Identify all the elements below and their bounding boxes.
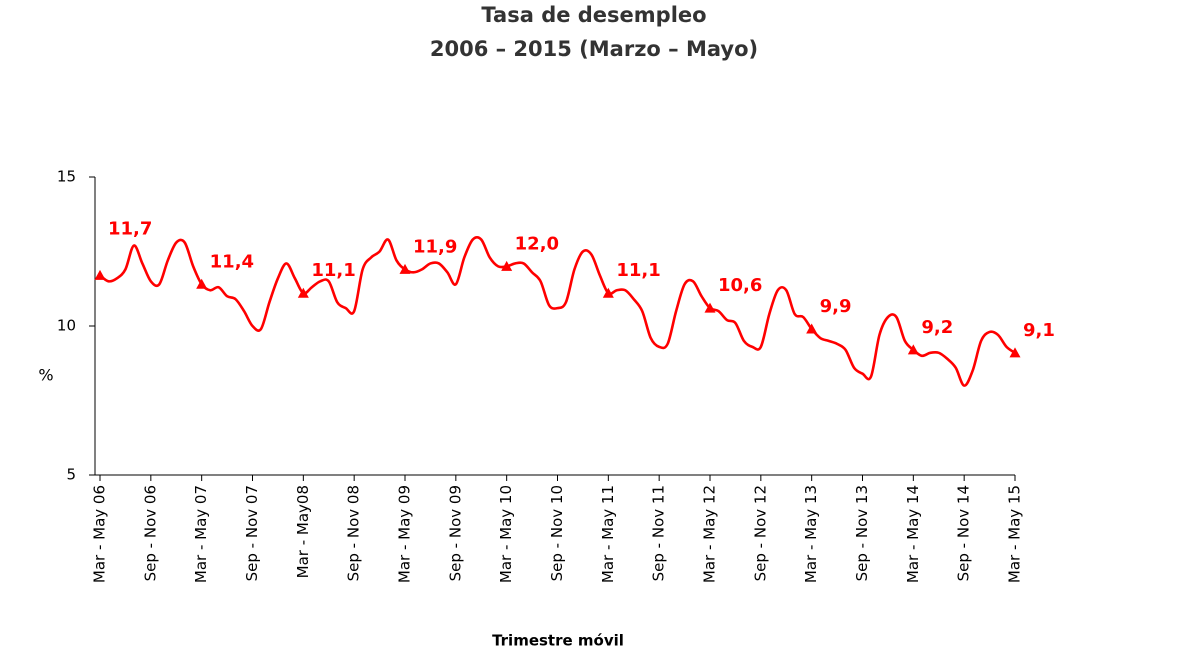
x-tick-label: Sep - Nov 10 — [548, 485, 566, 581]
marker — [196, 278, 208, 289]
marker — [399, 263, 411, 274]
chart-subtitle: 2006 – 2015 (Marzo – Mayo) — [430, 37, 758, 61]
data-label: 9,2 — [921, 317, 953, 338]
x-tick-label: Mar - May 14 — [904, 485, 922, 583]
x-tick-label: Mar - May 09 — [396, 485, 414, 583]
x-tick-label: Sep - Nov 12 — [751, 485, 769, 581]
data-label: 9,9 — [820, 296, 852, 317]
data-label: 11,7 — [108, 218, 152, 239]
marker — [907, 344, 919, 355]
y-axis-label: % — [38, 366, 53, 385]
data-label: 10,6 — [718, 275, 762, 296]
marker — [501, 260, 513, 271]
marker — [297, 287, 309, 298]
data-label: 11,1 — [616, 260, 660, 281]
x-tick-label: Sep - Nov 07 — [243, 485, 261, 581]
x-tick-label: Mar - May 12 — [701, 485, 719, 583]
data-label: 11,1 — [311, 260, 355, 281]
y-tick-label: 5 — [66, 466, 76, 484]
data-label: 9,1 — [1023, 320, 1055, 341]
x-tick-label: Mar - May 06 — [91, 485, 109, 583]
x-tick-label: Sep - Nov 06 — [141, 485, 159, 581]
data-label: 11,4 — [210, 251, 254, 272]
x-tick-label: Mar - May 11 — [599, 485, 617, 583]
x-tick-label: Mar - May 07 — [192, 485, 210, 583]
marker — [94, 269, 106, 280]
series-line — [99, 236, 1016, 387]
x-tick-label: Sep - Nov 08 — [345, 485, 363, 581]
x-tick-label: Sep - Nov 13 — [853, 485, 871, 581]
marker — [602, 287, 614, 298]
x-tick-label: Mar - May 13 — [802, 485, 820, 583]
x-tick-label: Sep - Nov 14 — [955, 485, 973, 581]
x-tick-label: Sep - Nov 09 — [446, 485, 464, 581]
data-label: 11,9 — [413, 236, 457, 257]
x-tick-label: Mar - May 15 — [1006, 485, 1024, 583]
marker — [1009, 347, 1021, 358]
x-axis-label: Trimestre móvil — [492, 632, 624, 650]
x-tick-label: Mar - May 10 — [497, 485, 515, 583]
x-tick-label: Sep - Nov 11 — [650, 485, 668, 581]
marker — [806, 323, 818, 334]
marker — [704, 302, 716, 313]
x-tick-label: Mar - May08 — [294, 485, 312, 578]
chart-title: Tasa de desempleo — [481, 3, 706, 27]
y-tick-label: 10 — [57, 317, 76, 335]
data-label: 12,0 — [515, 233, 559, 254]
y-tick-label: 15 — [57, 168, 76, 186]
